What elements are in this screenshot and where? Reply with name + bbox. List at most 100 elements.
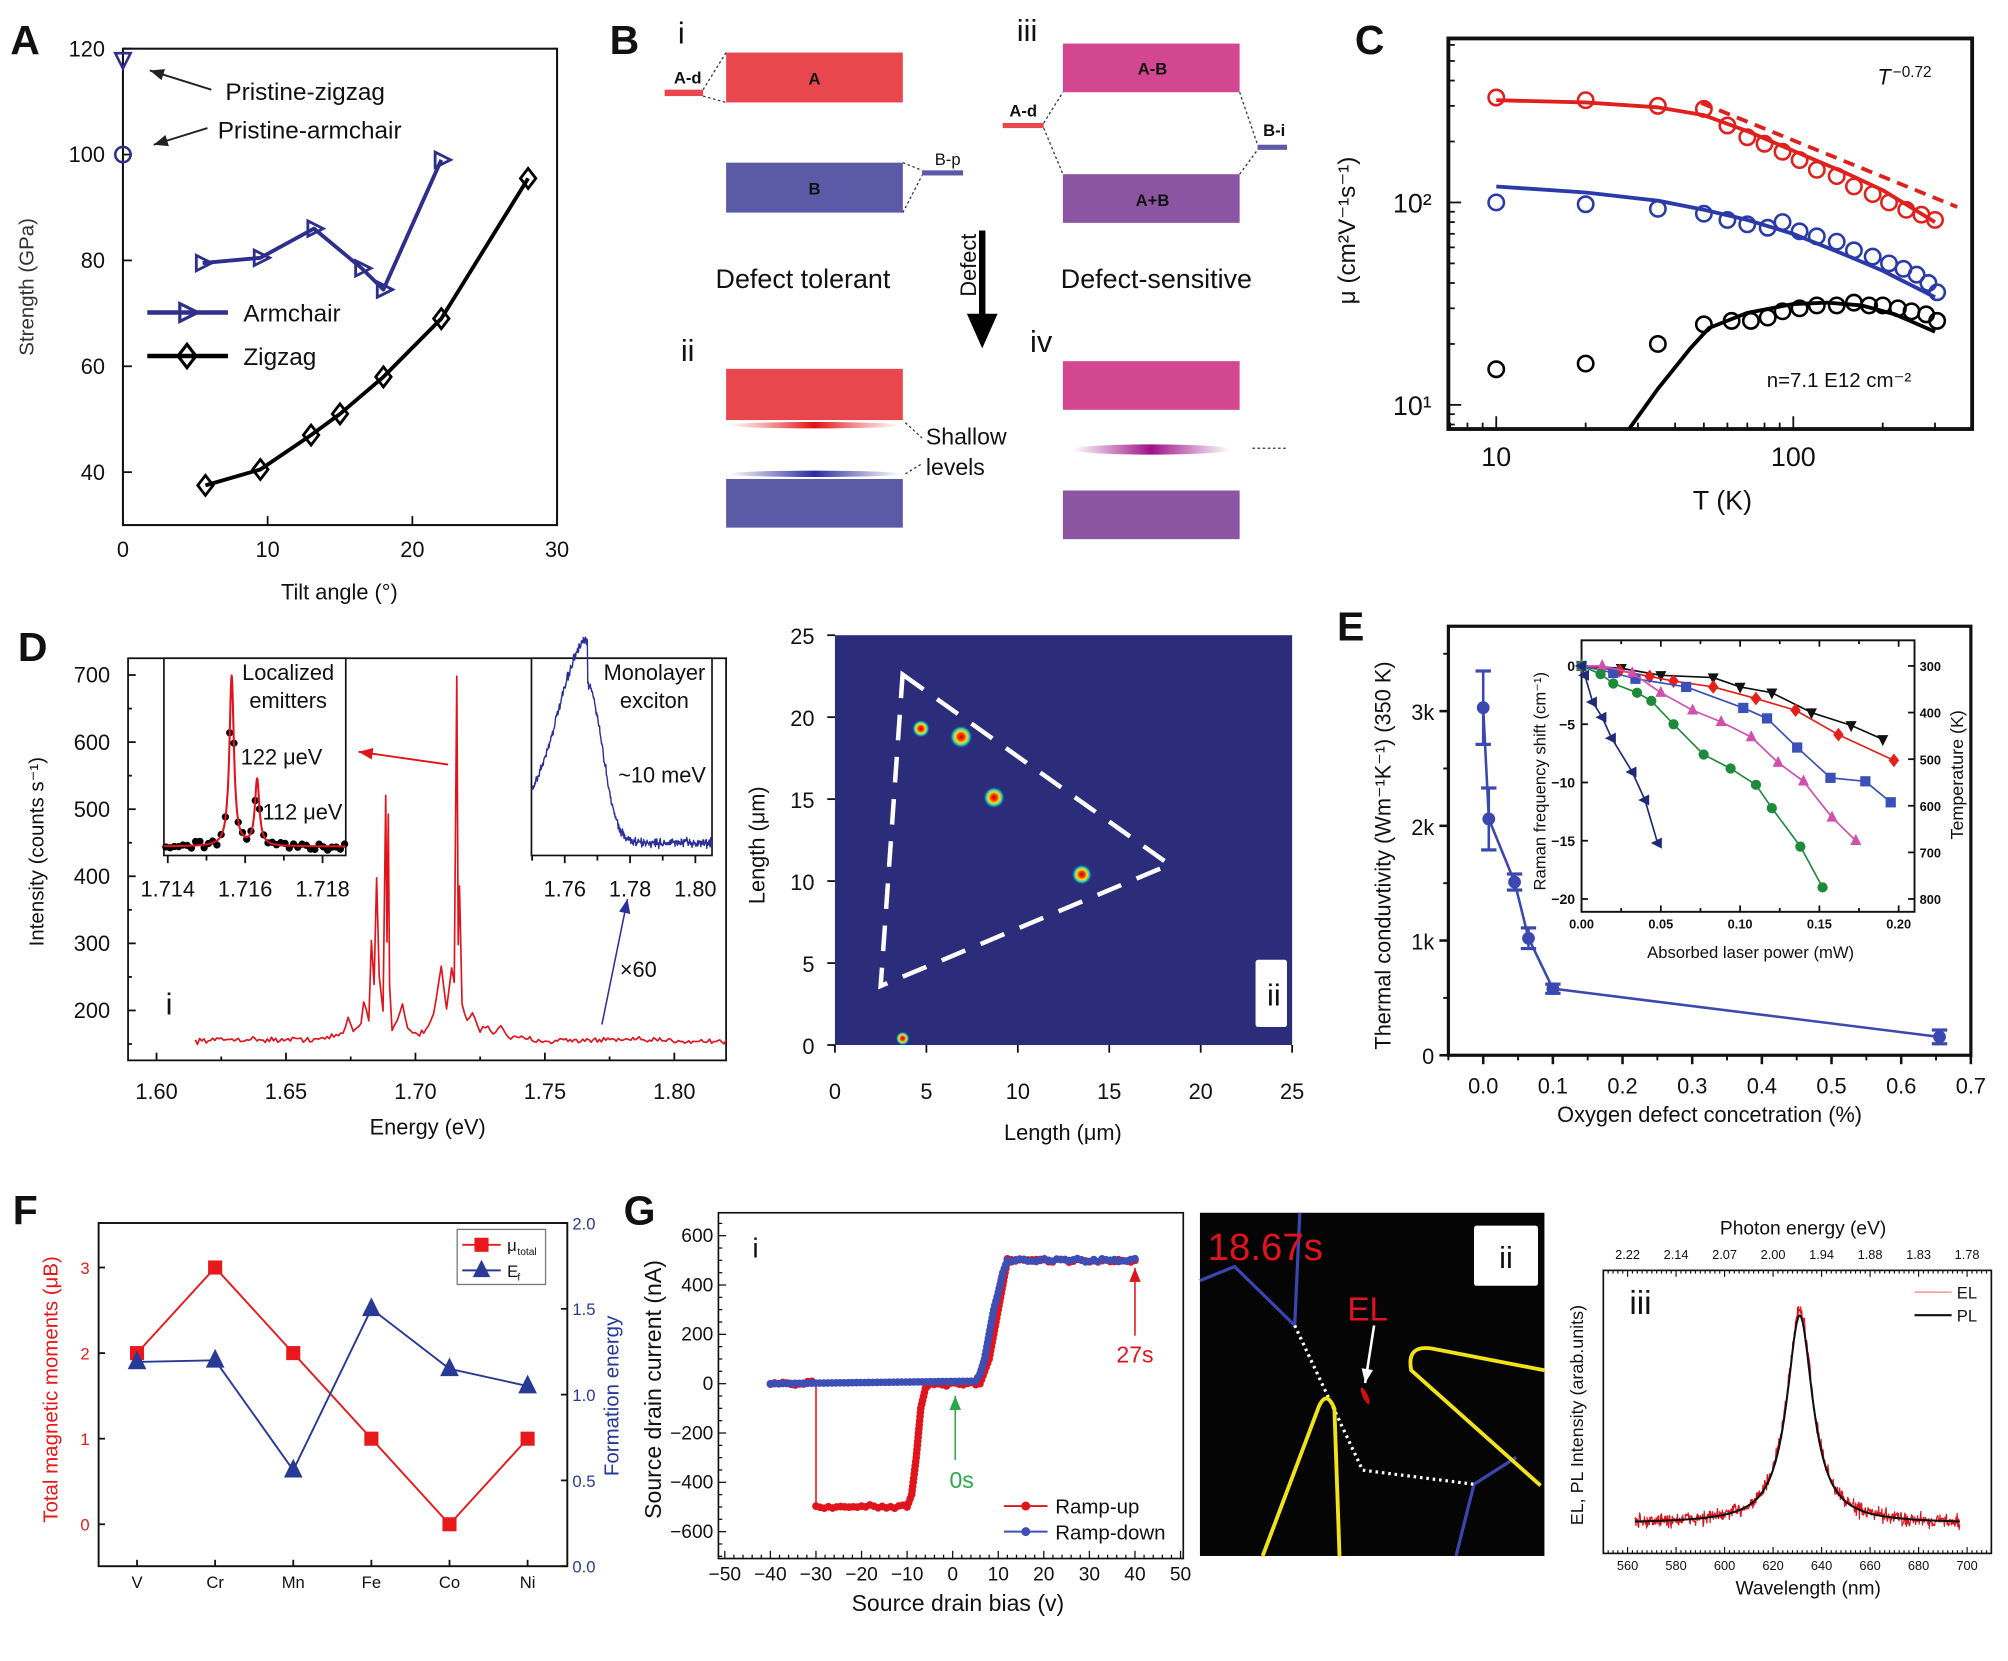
x-tick-label: 1.65 xyxy=(265,1079,307,1104)
sub-label: iv xyxy=(1030,324,1053,359)
sub-label: iii xyxy=(1017,13,1037,48)
electrode-left xyxy=(1260,1396,1342,1557)
y2-tick-label: 700 xyxy=(1920,846,1941,861)
x-tick-label: 0.1 xyxy=(1538,1074,1568,1099)
arrow-head xyxy=(1129,1267,1141,1282)
x-tick-label: 640 xyxy=(1811,1558,1832,1573)
dotted-connector xyxy=(902,162,923,171)
inset-frame xyxy=(1580,639,1916,913)
x-tick-label: 1.76 xyxy=(544,876,586,901)
data-point xyxy=(1880,254,1898,273)
data-point xyxy=(306,218,327,239)
data-point xyxy=(1827,167,1846,186)
arrow xyxy=(153,127,208,147)
el-pointer-arrow xyxy=(1361,1325,1376,1384)
annotation: Shallow xyxy=(926,423,1007,449)
y-tick-label: 2k xyxy=(1411,815,1434,840)
data-point xyxy=(208,1260,223,1275)
annotation: Pristine-zigzag xyxy=(225,79,385,106)
y-tick-label: 10¹ xyxy=(1393,391,1432,421)
linewidth-label: ~10 meV xyxy=(618,762,706,787)
legend-label: μ xyxy=(507,1236,517,1255)
data-point xyxy=(1928,283,1947,302)
x-tick-label: 1.80 xyxy=(653,1079,695,1104)
data-point xyxy=(1648,334,1667,353)
y-tick-label: 600 xyxy=(74,730,110,755)
sub-label-box xyxy=(1473,1225,1539,1286)
data-point xyxy=(205,1348,225,1368)
y-tick-label: 0 xyxy=(1422,1044,1434,1069)
inset-monolayer-exciton: 1.76 1.78 1.80 Monolayer exciton ~10 meV xyxy=(530,636,717,901)
y-tick-label: −400 xyxy=(670,1473,713,1494)
data-point xyxy=(1668,719,1679,730)
x-tick-label: 0.15 xyxy=(1807,916,1832,931)
data-point xyxy=(518,166,538,191)
y-tick-label: −10 xyxy=(1551,775,1575,791)
y-tick-label: 120 xyxy=(69,36,105,61)
data-point xyxy=(440,1357,459,1377)
legend-label: EL xyxy=(1957,1284,1977,1303)
sub-label: i xyxy=(166,986,173,1021)
x-axis-label: T (K) xyxy=(1693,486,1752,516)
data-point xyxy=(1694,204,1713,223)
sub-label: ii xyxy=(681,333,695,368)
band-b xyxy=(726,162,903,213)
data-point xyxy=(194,253,215,274)
data-point xyxy=(1797,774,1810,786)
panel-c-mobility-chart: 10 100 10¹ 10² T (K) μ (cm²V⁻¹s⁻¹) T −0.72 n=7.1… xyxy=(1334,36,1975,516)
plot-frame xyxy=(127,657,728,1062)
x-tick-label: 1.78 xyxy=(609,876,651,901)
data-point xyxy=(1845,721,1857,733)
timestamp-label: 18.67s xyxy=(1208,1226,1323,1269)
dotted-connector xyxy=(1239,149,1259,175)
x-axis-label: Tilt angle (°) xyxy=(281,579,398,604)
legend-label: PL xyxy=(1957,1307,1977,1326)
y-tick-label: 500 xyxy=(74,797,110,822)
data-point xyxy=(1576,354,1595,373)
data-point xyxy=(1766,688,1778,700)
data-point xyxy=(1907,265,1926,284)
y-tick-label: 600 xyxy=(681,1226,713,1247)
x-tick-label: 0.20 xyxy=(1886,916,1911,931)
y-axis-label: Intensity (counts s⁻¹) xyxy=(26,757,49,946)
data-point xyxy=(1741,311,1760,330)
y2-tick-label: 2.0 xyxy=(572,1214,595,1233)
y2-tick-label: 1.5 xyxy=(572,1300,595,1319)
sub-label: iii xyxy=(1629,1285,1651,1322)
inset-title: emitters xyxy=(249,688,327,713)
y-tick-label: 80 xyxy=(81,248,105,273)
fit-line xyxy=(163,674,347,848)
data-point xyxy=(1826,810,1838,822)
band-label: A+B xyxy=(1136,191,1170,210)
data-point xyxy=(1482,812,1496,826)
x-tick-label: 0.0 xyxy=(1468,1074,1498,1099)
annotation-arrow xyxy=(949,1395,962,1460)
y-tick-label: 400 xyxy=(681,1275,713,1296)
panel-d-i-pl-spectrum: 1.60 1.65 1.70 1.75 1.80 200 300 400 500 600 700 En… xyxy=(26,636,728,1140)
legend-label: Ramp-up xyxy=(1055,1496,1139,1519)
el-label: EL xyxy=(1347,1291,1388,1328)
electrode-right xyxy=(1408,1346,1545,1487)
data-point xyxy=(1644,669,1655,684)
inset-pointer-arrow xyxy=(601,898,631,1025)
panel-letter: C xyxy=(1355,17,1385,63)
band-a-minus-b xyxy=(1062,361,1240,410)
y-tick-label: 400 xyxy=(74,864,110,889)
data-point xyxy=(1648,96,1667,115)
dotted-connector xyxy=(902,175,923,213)
data-point xyxy=(1546,982,1560,996)
level-label: A-d xyxy=(674,68,702,87)
data-point xyxy=(1844,177,1863,196)
panel-a-strength-chart: 0 10 20 30 40 60 80 100 120 Tilt angle (°) Strengt… xyxy=(15,36,569,604)
arrow-head xyxy=(153,135,169,147)
y2-axis-label: Temperature (K) xyxy=(1947,710,1967,839)
arrow-head xyxy=(149,69,165,81)
data-point xyxy=(1595,711,1607,723)
data-point xyxy=(1738,702,1749,714)
data-point xyxy=(1807,296,1826,315)
y-tick-label: 2 xyxy=(80,1345,89,1364)
y-tick-label: −15 xyxy=(1551,833,1575,849)
x-tick-label: 0 xyxy=(117,537,129,562)
pristine-point xyxy=(113,51,133,72)
y-tick-label: 3 xyxy=(80,1259,89,1278)
